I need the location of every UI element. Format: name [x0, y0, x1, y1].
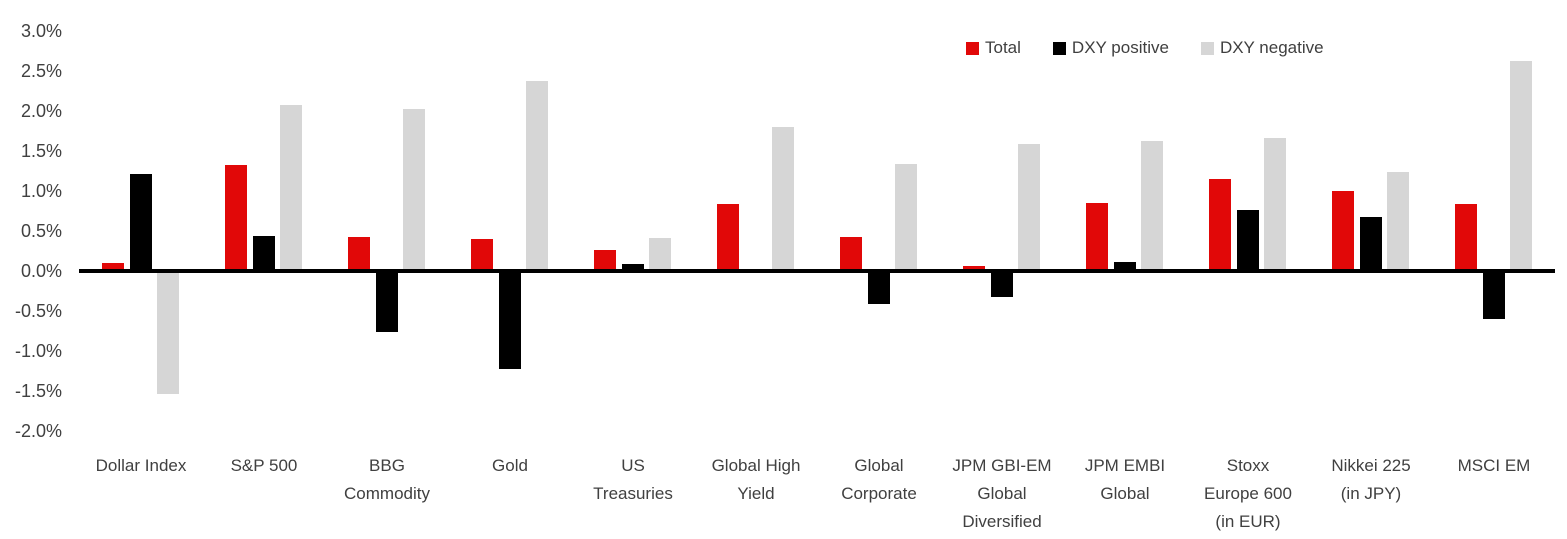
y-tick-label-1-0: -1.0%: [14, 341, 62, 361]
bar-dxy-negative-bbg-commodity: [403, 109, 425, 271]
x-category-label-line: JPM GBI-EM: [952, 456, 1052, 475]
bar-dxy-positive-jpm-gbi-em-global-diversified: [991, 271, 1013, 297]
y-tick-label-1-5: -1.5%: [14, 381, 62, 401]
x-category-label-line: BBG: [369, 456, 405, 475]
bar-total-global-high-yield: [717, 204, 739, 271]
x-category-label-line: MSCI EM: [1457, 456, 1531, 475]
x-category-label-line: Yield: [737, 484, 775, 503]
y-tick-label-2-0: 2.0%: [20, 101, 62, 121]
bar-total-us-treasuries: [594, 250, 616, 271]
bar-dxy-negative-gold: [526, 81, 548, 271]
x-category-label-stoxx-europe-600-in-eur: Stoxx Europe 600 (in EUR): [1183, 452, 1313, 536]
bar-dxy-negative-stoxx-europe-600-in-eur: [1264, 138, 1286, 271]
bar-dxy-positive-stoxx-europe-600-in-eur: [1237, 210, 1259, 271]
x-category-label-us-treasuries: US Treasuries: [568, 452, 698, 508]
bar-dxy-positive-dollar-index: [130, 174, 152, 271]
y-tick-label-0-5: -0.5%: [14, 301, 62, 321]
x-category-label-line: Diversified: [962, 512, 1042, 531]
bar-total-bbg-commodity: [348, 237, 370, 271]
legend-label-dxy-positive: DXY positive: [1071, 38, 1169, 57]
x-category-label-line: JPM EMBI: [1084, 456, 1166, 475]
y-tick-label-1-5: 1.5%: [20, 141, 62, 161]
zero-axis-line: [79, 269, 1555, 273]
x-category-label-line: Corporate: [841, 484, 917, 503]
bar-dxy-negative-dollar-index: [157, 271, 179, 394]
y-tick-label-0-0: 0.0%: [20, 261, 62, 281]
x-category-label-dollar-index: Dollar Index: [76, 452, 206, 480]
bar-dxy-positive-msci-em: [1483, 271, 1505, 319]
x-category-label-line: US: [621, 456, 645, 475]
bar-total-jpm-gbi-em-global-diversified: [963, 266, 985, 271]
y-tick-label-2-0: -2.0%: [14, 421, 62, 441]
bar-total-s-p-500: [225, 165, 247, 271]
y-tick-label-3-0: 3.0%: [20, 21, 62, 41]
y-tick-label-1-0: 1.0%: [20, 181, 62, 201]
x-category-label-nikkei-225-in-jpy: Nikkei 225 (in JPY): [1306, 452, 1436, 508]
bar-dxy-negative-jpm-gbi-em-global-diversified: [1018, 144, 1040, 271]
bar-total-gold: [471, 239, 493, 271]
x-category-label-bbg-commodity: BBG Commodity: [322, 452, 452, 508]
bar-dxy-positive-bbg-commodity: [376, 271, 398, 332]
bar-dxy-positive-us-treasuries: [622, 264, 644, 271]
x-category-label-global-corporate: Global Corporate: [814, 452, 944, 508]
bar-dxy-negative-msci-em: [1510, 61, 1532, 271]
x-category-label-gold: Gold: [445, 452, 575, 480]
bar-total-global-corporate: [840, 237, 862, 271]
legend-swatch-icon-dxy-positive: [1052, 41, 1066, 55]
x-category-label-line: Global High: [711, 456, 801, 475]
x-category-label-line: Global: [854, 456, 904, 475]
bar-dxy-positive-nikkei-225-in-jpy: [1360, 217, 1382, 271]
bar-dxy-negative-nikkei-225-in-jpy: [1387, 172, 1409, 271]
bar-total-jpm-embi-global: [1086, 203, 1108, 271]
bar-dxy-positive-gold: [499, 271, 521, 369]
x-category-label-line: Europe 600: [1204, 484, 1292, 503]
bar-dxy-negative-jpm-embi-global: [1141, 141, 1163, 271]
x-category-label-line: S&P 500: [230, 456, 298, 475]
bar-dxy-positive-global-corporate: [868, 271, 890, 304]
bar-total-dollar-index: [102, 263, 124, 271]
x-category-label-line: Gold: [492, 456, 528, 475]
x-category-label-line: (in EUR): [1215, 512, 1281, 531]
x-category-label-line: Treasuries: [593, 484, 673, 503]
bar-dxy-negative-global-high-yield: [772, 127, 794, 271]
x-category-label-line: Nikkei 225: [1331, 456, 1411, 475]
legend-swatch-icon-dxy-negative: [1200, 41, 1214, 55]
x-category-label-jpm-gbi-em-global-diversified: JPM GBI-EM Global Diversified: [937, 452, 1067, 536]
legend-item-dxy-negative: DXY negative: [1200, 38, 1324, 58]
bar-total-nikkei-225-in-jpy: [1332, 191, 1354, 271]
x-category-label-s-p-500: S&P 500: [199, 452, 329, 480]
legend: Total DXY positive DXY negative: [966, 38, 1324, 58]
x-category-label-line: Global: [977, 484, 1027, 503]
x-category-label-line: Dollar Index: [95, 456, 187, 475]
x-category-label-msci-em: MSCI EM: [1429, 452, 1559, 480]
x-category-label-jpm-embi-global: JPM EMBI Global: [1060, 452, 1190, 508]
x-category-label-line: (in JPY): [1340, 484, 1402, 503]
bar-total-stoxx-europe-600-in-eur: [1209, 179, 1231, 271]
bar-dxy-positive-s-p-500: [253, 236, 275, 271]
bar-dxy-negative-s-p-500: [280, 105, 302, 271]
y-tick-label-0-5: 0.5%: [20, 221, 62, 241]
x-category-label-global-high-yield: Global High Yield: [691, 452, 821, 508]
legend-swatch-icon-total: [966, 41, 979, 55]
x-category-label-line: Commodity: [344, 484, 430, 503]
bar-dxy-negative-global-corporate: [895, 164, 917, 271]
bar-dxy-negative-us-treasuries: [649, 238, 671, 271]
y-tick-label-2-5: 2.5%: [20, 61, 62, 81]
bar-total-msci-em: [1455, 204, 1477, 271]
legend-label-total: Total: [985, 38, 1021, 57]
bar-dxy-positive-jpm-embi-global: [1114, 262, 1136, 271]
x-category-label-line: Global: [1100, 484, 1150, 503]
legend-label-dxy-negative: DXY negative: [1219, 38, 1324, 57]
legend-item-total: Total: [966, 38, 1021, 58]
legend-item-dxy-positive: DXY positive: [1052, 38, 1169, 58]
x-category-label-line: Stoxx: [1226, 456, 1270, 475]
